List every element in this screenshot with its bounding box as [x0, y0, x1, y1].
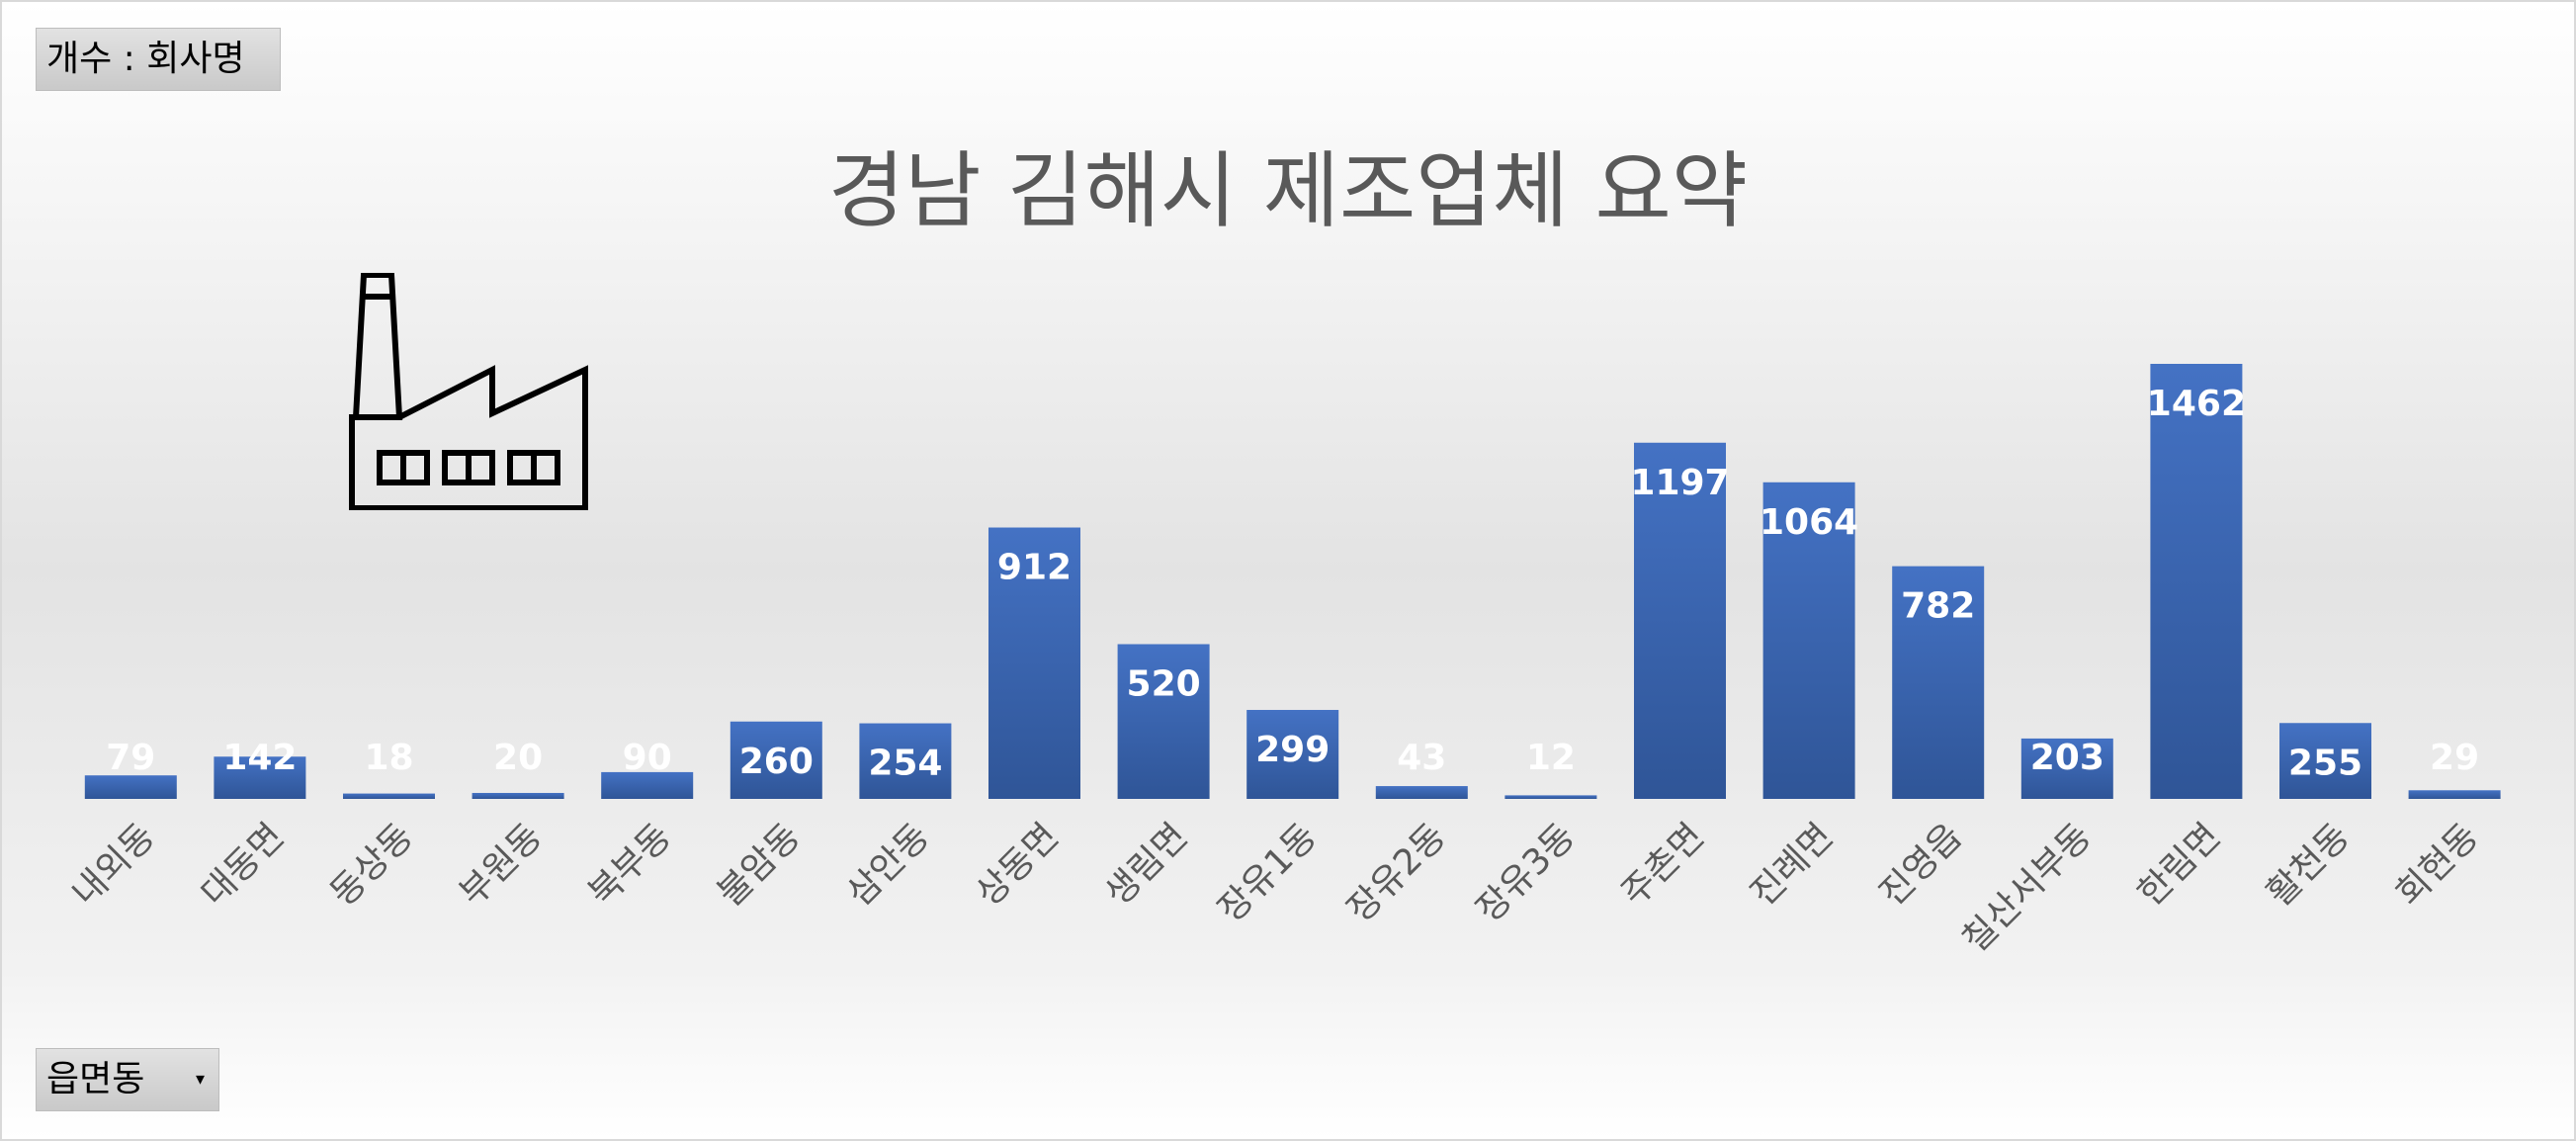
bar-내외동[interactable]	[84, 775, 177, 799]
x-tick-label: 내외동	[64, 816, 162, 914]
bar-상동면[interactable]	[988, 527, 1080, 799]
bar-한림면[interactable]	[2150, 364, 2243, 799]
chart-title: 경남 김해시 제조업체 요약	[827, 142, 1749, 239]
data-label: 299	[1255, 730, 1330, 770]
data-label: 912	[997, 548, 1072, 588]
data-labels-group: 79 142 18 20 90 260 254 912 520 299 43 12 1197 1064 78…	[106, 384, 2479, 784]
x-tick-label: 대동면	[194, 816, 292, 914]
data-label: 79	[106, 738, 155, 778]
data-label: 520	[1127, 664, 1201, 705]
x-tick-label: 진례면	[1743, 816, 1841, 914]
axis-field-button[interactable]: 읍면동 ▾	[36, 1048, 219, 1111]
data-label: 782	[1901, 586, 1975, 627]
bar-북부동[interactable]	[601, 771, 694, 799]
x-tick-label: 부원동	[452, 816, 550, 914]
bar-주촌면[interactable]	[1634, 442, 1726, 799]
data-label: 18	[364, 738, 413, 778]
data-label: 1064	[1760, 502, 1858, 543]
x-tick-label: 한림면	[2130, 816, 2228, 914]
x-tick-label: 북부동	[581, 816, 679, 914]
bar-삼안동[interactable]	[859, 723, 952, 799]
chevron-down-icon[interactable]: ▾	[195, 1069, 205, 1090]
bars-group	[84, 364, 2501, 799]
bar-대동면[interactable]	[214, 756, 306, 799]
bar-회현동[interactable]	[2408, 790, 2501, 799]
x-tick-label: 진영읍	[1872, 816, 1970, 914]
x-tick-label: 삼안동	[839, 816, 937, 914]
data-label: 260	[739, 742, 814, 782]
x-tick-label: 주촌면	[1614, 816, 1712, 914]
data-label: 1462	[2147, 384, 2246, 424]
bar-활천동[interactable]	[2279, 723, 2371, 799]
data-label: 203	[2030, 738, 2104, 778]
data-label: 1197	[1630, 463, 1729, 503]
x-tick-label: 회현동	[2388, 816, 2486, 914]
bar-불암동[interactable]	[730, 721, 822, 799]
x-tick-label: 장유2동	[1339, 816, 1453, 929]
x-tick-label: 장유1동	[1211, 816, 1325, 929]
x-tick-label: 생림면	[1097, 816, 1195, 914]
factory-icon	[349, 273, 588, 510]
data-label: 142	[222, 738, 297, 778]
x-tick-label: 칠산서부동	[1955, 816, 2100, 960]
bar-생림면[interactable]	[1117, 644, 1210, 799]
bar-장유1동[interactable]	[1246, 710, 1339, 799]
bar-진례면[interactable]	[1762, 482, 1855, 799]
x-tick-label: 불암동	[710, 816, 808, 914]
data-label: 90	[623, 738, 672, 778]
x-tick-label: 장유3동	[1469, 816, 1583, 929]
x-tick-label: 상동면	[969, 816, 1067, 914]
bar-진영읍[interactable]	[1892, 566, 1985, 799]
x-tick-label: 동상동	[323, 816, 421, 914]
bar-부원동[interactable]	[472, 792, 564, 799]
axis-field-label: 읍면동	[46, 1059, 145, 1099]
data-label: 29	[2430, 738, 2479, 778]
bar-동상동[interactable]	[343, 793, 435, 799]
bar-장유3동[interactable]	[1504, 795, 1597, 799]
data-label: 255	[2288, 743, 2362, 783]
bar-장유2동[interactable]	[1375, 786, 1468, 799]
data-label: 12	[1526, 738, 1576, 778]
value-field-label: 개수 : 회사명	[46, 39, 245, 79]
x-tick-label: 활천동	[2260, 816, 2358, 914]
data-label: 20	[493, 738, 543, 778]
data-label: 43	[1397, 738, 1446, 778]
bar-칠산서부동[interactable]	[2020, 738, 2113, 799]
data-label: 254	[868, 744, 942, 784]
x-tick-labels-group: 내외동 대동면 동상동 부원동 북부동 불암동 삼안동 상동면 생림면 장유1동 장유2동 장유3동 주…	[64, 816, 2486, 960]
value-field-button[interactable]: 개수 : 회사명	[36, 28, 281, 91]
